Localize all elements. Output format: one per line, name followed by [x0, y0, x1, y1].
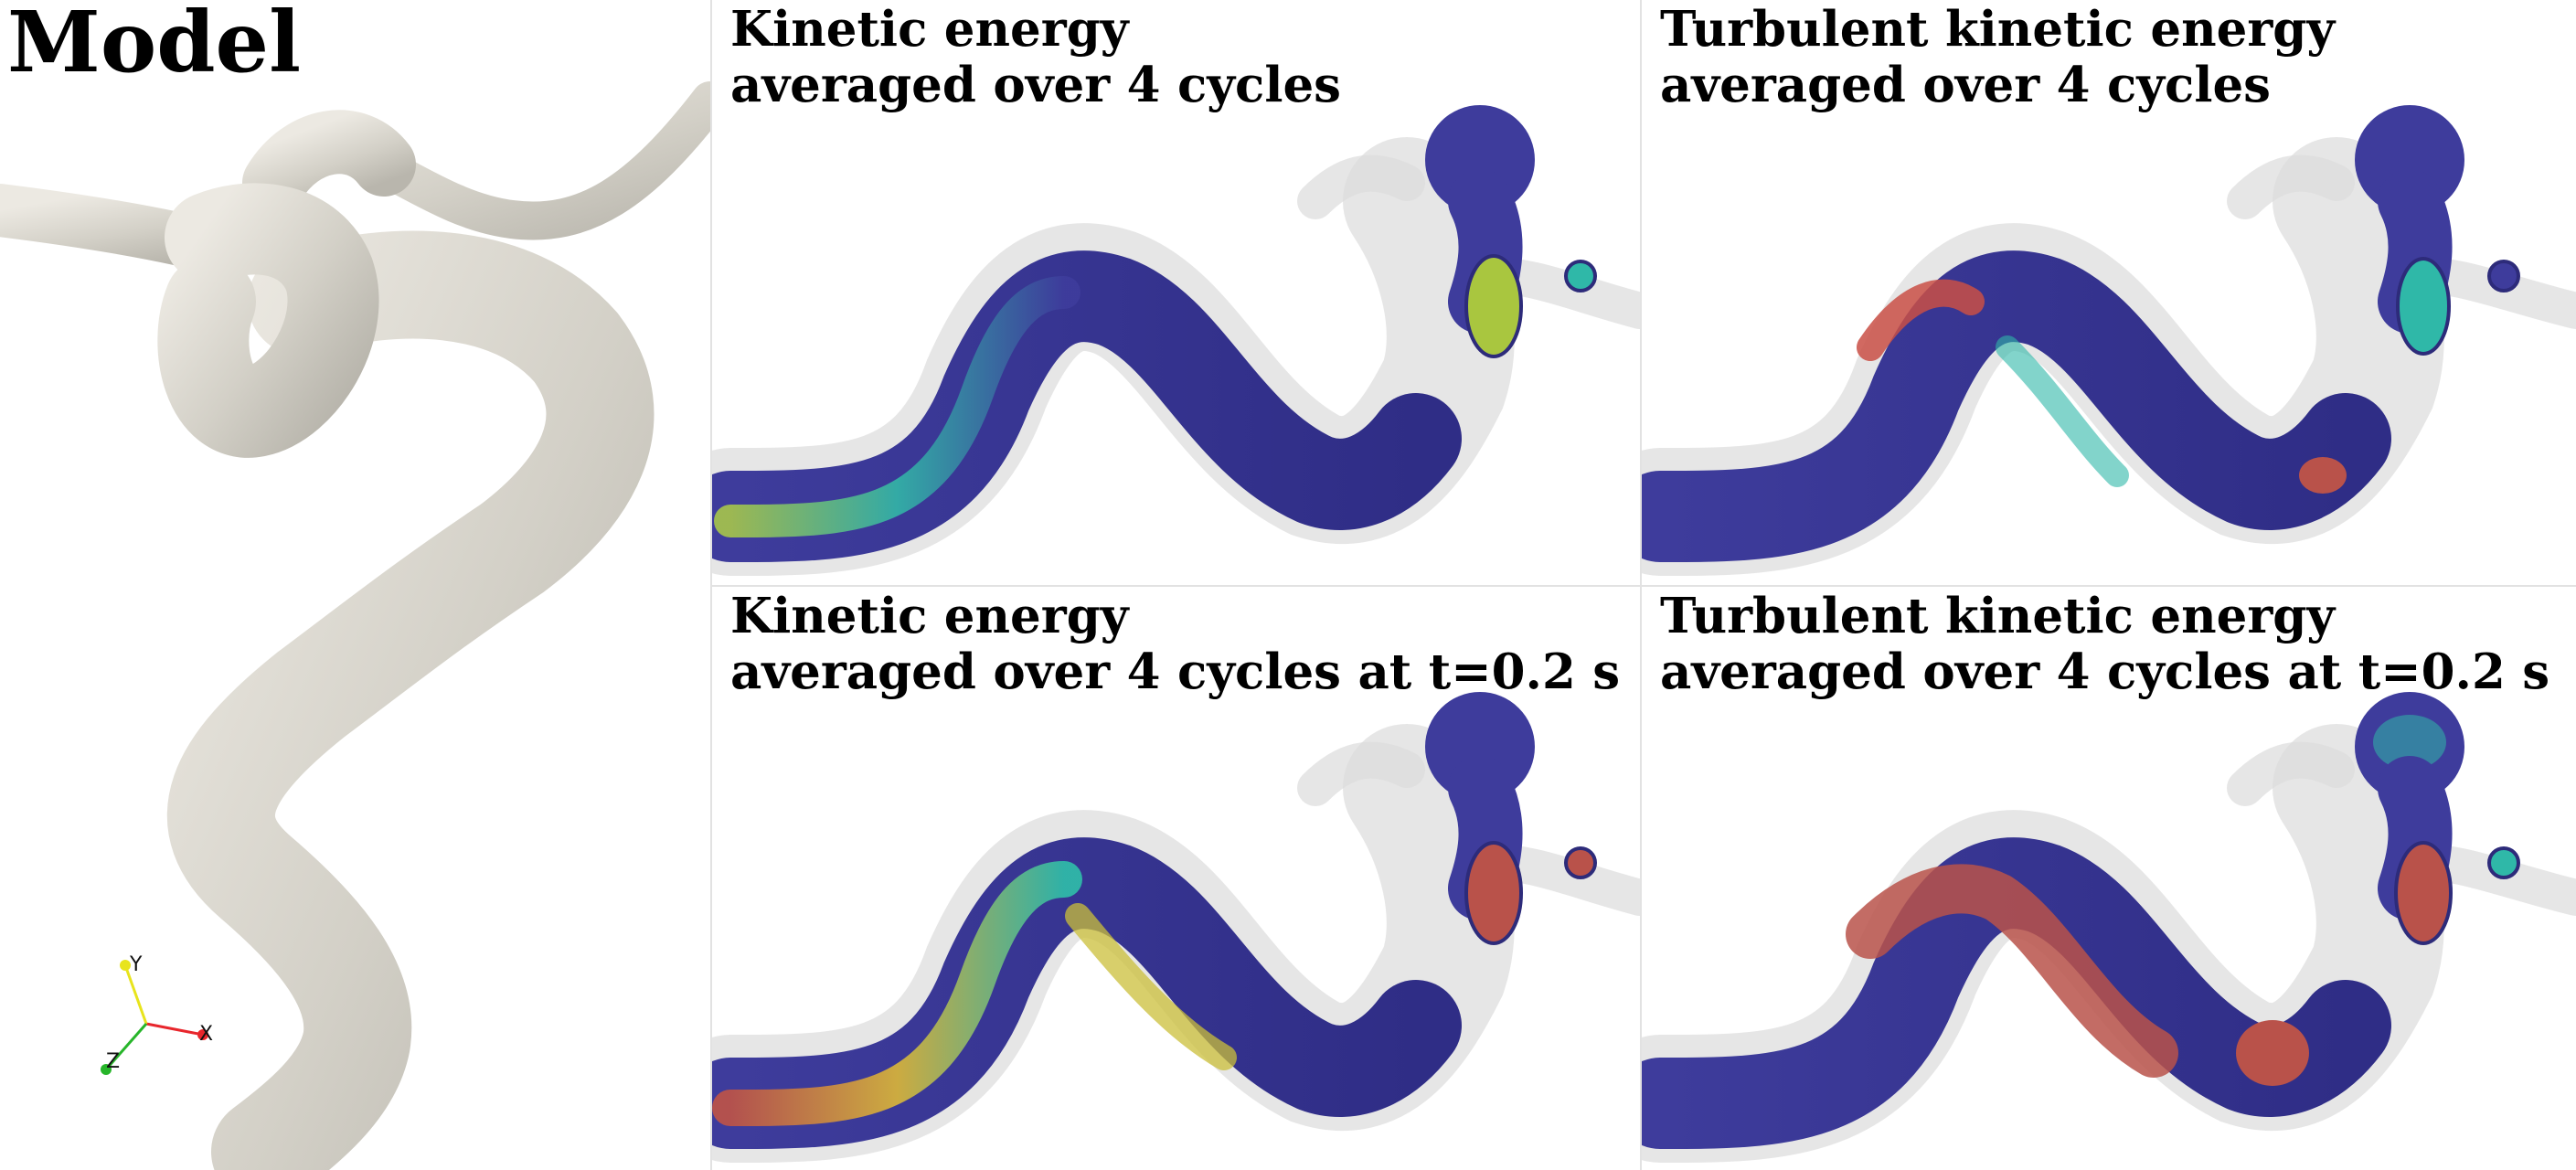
axis-label-x: X — [199, 1023, 213, 1046]
panel-tke-avg-t-title: Turbulent kinetic energy averaged over 4… — [1660, 588, 2550, 701]
axes-triad — [101, 960, 208, 1075]
model-panel: Y X Z Model — [0, 0, 710, 1170]
divider-vertical-left — [710, 0, 712, 1170]
ke-avg-t-visualization — [712, 692, 1640, 1163]
ke-avg-visualization — [712, 105, 1640, 576]
model-title: Model — [7, 0, 302, 91]
panel-ke-avg-title: Kinetic energy averaged over 4 cycles — [730, 1, 1342, 114]
panel-tke-avg: Turbulent kinetic energy averaged over 4… — [1642, 0, 2576, 585]
vessel-field — [712, 692, 1597, 1149]
panel-ke-avg-t: Kinetic energy averaged over 4 cycles at… — [712, 587, 1640, 1170]
vessel-field — [712, 105, 1597, 562]
panel-tke-avg-title: Turbulent kinetic energy averaged over 4… — [1660, 1, 2336, 114]
divider-horizontal — [712, 585, 2576, 587]
tke-avg-t-visualization — [1642, 692, 2576, 1163]
axis-label-z: Z — [106, 1050, 120, 1073]
panel-tke-avg-t: Turbulent kinetic energy averaged over 4… — [1642, 587, 2576, 1170]
vessel-surface — [0, 81, 710, 1170]
vessel-field — [1642, 105, 2520, 562]
panel-ke-avg-t-title: Kinetic energy averaged over 4 cycles at… — [730, 588, 1621, 701]
panel-ke-avg: Kinetic energy averaged over 4 cycles — [712, 0, 1640, 585]
axis-label-y: Y — [129, 953, 143, 976]
tke-avg-visualization — [1642, 105, 2576, 576]
model-geometry: Y X Z — [0, 81, 710, 1170]
vessel-field — [1642, 692, 2520, 1149]
